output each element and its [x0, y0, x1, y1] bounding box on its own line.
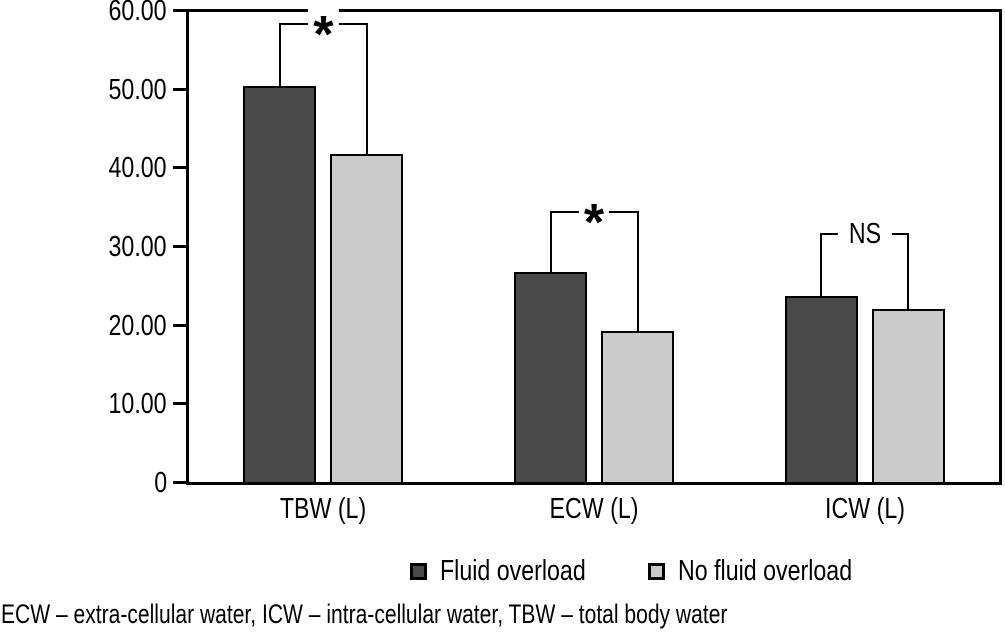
y-axis-tick [173, 245, 186, 248]
y-axis-tick [173, 88, 186, 91]
y-axis-tick [173, 402, 186, 405]
x-category-label: ECW (L) [538, 494, 649, 524]
significance-bracket-leg [636, 211, 639, 332]
legend: Fluid overload No fluid overload [410, 555, 896, 587]
significance-label: * [308, 9, 339, 61]
bar-fluid-overload [514, 272, 587, 484]
x-category-label: ICW (L) [815, 494, 915, 524]
significance-bracket-leg [278, 23, 281, 87]
y-axis-tick [173, 9, 186, 12]
legend-label: No fluid overload [678, 555, 896, 587]
bar-no-fluid-overload [330, 154, 403, 484]
significance-bracket-leg [365, 23, 368, 155]
y-axis-tick-label-text: 30.00 [108, 231, 167, 263]
legend-label: Fluid overload [440, 555, 622, 587]
y-axis-tick-label-text: 20.00 [108, 310, 167, 342]
significance-label: * [578, 197, 610, 249]
x-category-label: TBW (L) [269, 494, 377, 524]
footnote: ECW – extra-cellular water, ICW – intra-… [1, 598, 932, 630]
x-category-label-text: ICW (L) [825, 493, 905, 525]
y-axis-tick-label: 20.00 [0, 311, 167, 341]
y-axis-tick [173, 324, 186, 327]
x-category-label-text: TBW (L) [279, 493, 367, 525]
y-axis-tick-label: 50.00 [0, 75, 167, 105]
y-axis-tick-label: 60.00 [0, 0, 167, 26]
y-axis-tick-label-text: 40.00 [108, 152, 167, 184]
bar-fluid-overload [785, 296, 858, 484]
significance-bracket-leg [820, 233, 823, 297]
footnote-text: ECW – extra-cellular water, ICW – intra-… [1, 599, 728, 629]
y-axis-tick-label-text: 0 [154, 467, 167, 499]
y-axis-tick-label-text: 50.00 [108, 74, 167, 106]
y-axis-tick-label: 30.00 [0, 232, 167, 262]
plot-frame [186, 9, 1002, 485]
y-axis-tick [173, 166, 186, 169]
bar-no-fluid-overload [872, 309, 945, 484]
significance-label: NS [837, 218, 892, 250]
y-axis-tick-label: 10.00 [0, 389, 167, 419]
legend-swatch-no-fluid-overload-icon [648, 562, 666, 580]
legend-label-text: Fluid overload [440, 555, 586, 587]
significance-bracket-leg [907, 233, 910, 310]
bar-no-fluid-overload [601, 331, 674, 484]
y-axis-tick-label-text: 60.00 [108, 0, 167, 27]
y-axis-tick [173, 481, 186, 484]
legend-item: No fluid overload [648, 555, 896, 587]
legend-label-text: No fluid overload [678, 555, 853, 587]
y-axis-tick-label: 40.00 [0, 153, 167, 183]
x-category-label-text: ECW (L) [549, 493, 639, 525]
legend-item: Fluid overload [410, 555, 622, 587]
legend-swatch-fluid-overload-icon [410, 562, 427, 580]
significance-bracket-leg [549, 211, 552, 273]
significance-label-text: NS [848, 218, 881, 250]
y-axis-tick-label: 0 [0, 468, 167, 498]
y-axis-tick-label-text: 10.00 [108, 388, 167, 420]
bar-fluid-overload [243, 86, 316, 484]
